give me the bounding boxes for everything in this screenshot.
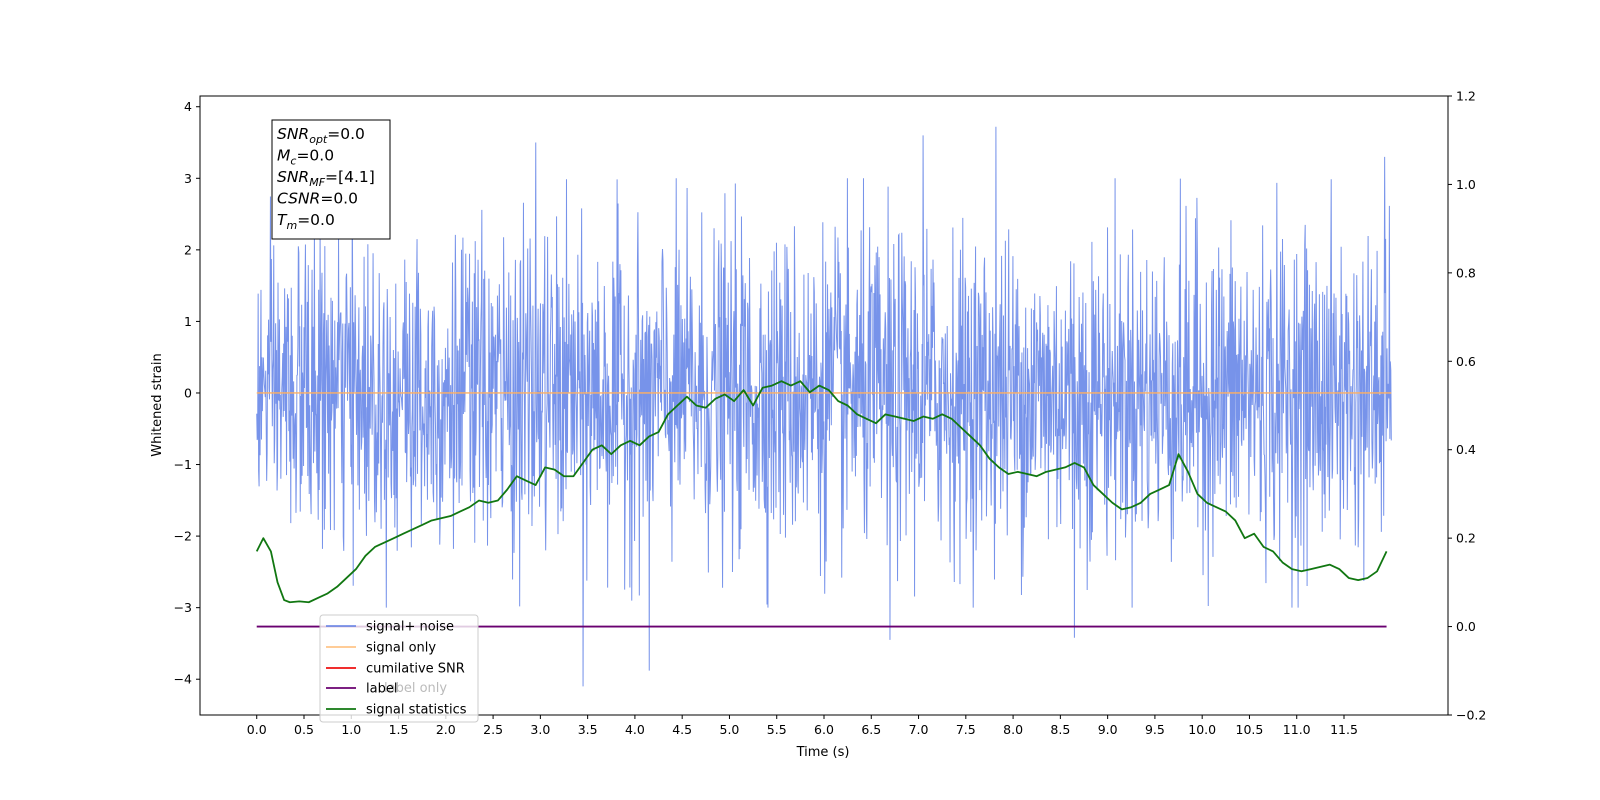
y2-tick-label: −0.2	[1456, 708, 1486, 723]
x-tick-label: 2.5	[483, 722, 503, 737]
info-box-row: Mc=0.0	[277, 147, 334, 168]
x-tick-label: 9.0	[1098, 722, 1118, 737]
x-tick-label: 3.5	[578, 722, 598, 737]
y2-tick-label: 1.2	[1456, 89, 1476, 104]
series-signal-statistics	[255, 380, 1388, 604]
legend-label: signal statistics	[366, 703, 467, 718]
x-tick-label: 1.5	[389, 722, 409, 737]
x-tick-label: 11.0	[1283, 722, 1311, 737]
legend-label-label-only: label only	[384, 681, 447, 696]
y-tick-label: 2	[184, 242, 192, 257]
info-box-row: CSNR=0.0	[277, 190, 358, 208]
x-tick-label: 5.0	[720, 722, 740, 737]
x-tick-label: 6.5	[861, 722, 881, 737]
x-tick-label: 0.5	[294, 722, 314, 737]
legend-label: cumilative SNR	[366, 662, 465, 677]
info-box-frame	[271, 119, 391, 240]
y-tick-label: −1	[174, 457, 192, 472]
x-axis: 0.0 0.5 1.0 1.5 2.0 2.5 3.0 3.5 4.0 4.5 5.0 5.5 6.0 6…	[247, 715, 1358, 737]
y2-tick-label: 0.2	[1456, 531, 1476, 546]
legend-frame	[319, 614, 479, 723]
x-tick-label: 0.0	[247, 722, 267, 737]
x-tick-label: 7.0	[909, 722, 929, 737]
x-tick-label: 10.5	[1236, 722, 1264, 737]
y2-tick-label: 0.6	[1456, 354, 1476, 369]
x-tick-label: 7.5	[956, 722, 976, 737]
x-axis-label: Time (s)	[796, 745, 850, 760]
legend: label only signal+ noise signal only cumila…	[319, 614, 479, 723]
x-tick-label: 9.5	[1145, 722, 1165, 737]
info-box-row: SNRopt=0.0	[277, 125, 365, 146]
y-tick-label: −2	[174, 529, 192, 544]
series-signal-plus-noise	[256, 126, 1392, 687]
y-tick-label: 1	[184, 314, 192, 329]
legend-label: signal only	[366, 641, 436, 656]
y-tick-label: 0	[184, 385, 192, 400]
y2-tick-label: 1.0	[1456, 177, 1476, 192]
x-tick-label: 4.0	[625, 722, 645, 737]
y-tick-label: 4	[184, 99, 192, 114]
x-tick-label: 3.0	[530, 722, 550, 737]
x-tick-label: 11.5	[1330, 722, 1358, 737]
x-tick-label: 5.5	[767, 722, 787, 737]
x-tick-label: 6.0	[814, 722, 834, 737]
y2-tick-label: 0.8	[1456, 265, 1476, 280]
x-tick-label: 1.0	[341, 722, 361, 737]
x-tick-label: 8.5	[1050, 722, 1070, 737]
x-tick-label: 2.0	[436, 722, 456, 737]
info-box-row: SNRMF=[4.1]	[277, 168, 375, 189]
y-axis-left: 4 3 2 1 0 −1 −2 −3 −4	[174, 99, 200, 687]
y-tick-label: −4	[174, 672, 192, 687]
legend-label: label	[366, 682, 397, 697]
info-box-row: Tm=0.0	[277, 211, 335, 232]
legend-label: signal+ noise	[366, 620, 454, 635]
x-tick-label: 10.0	[1188, 722, 1216, 737]
y-axis-right: 1.2 1.0 0.8 0.6 0.4 0.2 0.0 −0.2	[1448, 89, 1486, 723]
y2-tick-label: 0.0	[1456, 619, 1476, 634]
x-tick-label: 8.0	[1003, 722, 1023, 737]
y-axis-label: Whitened strain	[150, 353, 165, 456]
y-tick-label: 3	[184, 171, 192, 186]
x-tick-label: 4.5	[672, 722, 692, 737]
y-tick-label: −3	[174, 600, 192, 615]
y2-tick-label: 0.4	[1456, 442, 1476, 457]
